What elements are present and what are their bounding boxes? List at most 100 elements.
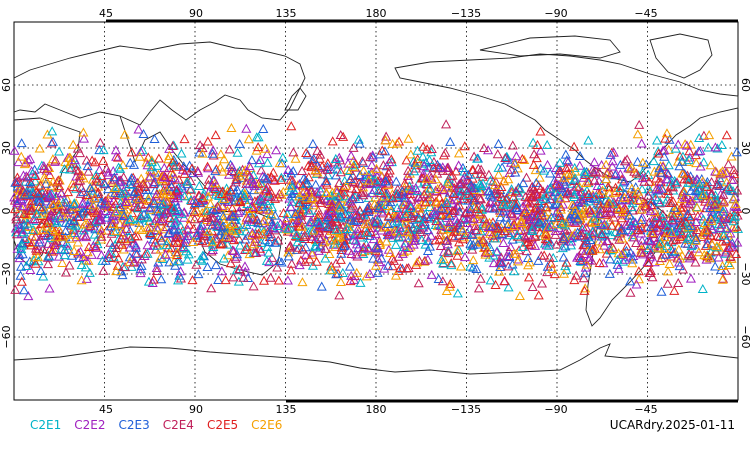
observation-marker: [446, 258, 457, 268]
observation-marker: [635, 247, 646, 257]
observation-marker: [520, 231, 531, 241]
observation-marker: [697, 283, 708, 294]
top-lon-label: −135: [451, 7, 481, 20]
observation-marker: [448, 188, 459, 199]
observation-marker: [434, 229, 446, 240]
observation-marker: [458, 174, 469, 184]
observation-marker: [617, 248, 628, 259]
observation-marker: [523, 260, 534, 270]
observation-marker: [698, 130, 709, 140]
observation-marker: [426, 147, 437, 157]
observation-marker: [523, 272, 535, 282]
observation-marker: [334, 178, 345, 188]
observation-marker: [264, 257, 275, 267]
observation-marker: [610, 182, 621, 192]
right-lat-label: 0: [739, 208, 750, 215]
observation-marker: [636, 214, 647, 224]
observation-marker: [304, 254, 315, 264]
observation-marker: [23, 196, 34, 206]
observation-marker: [66, 250, 77, 260]
observation-marker: [207, 148, 218, 158]
observation-marker: [711, 231, 723, 241]
observation-marker: [472, 239, 483, 249]
observation-marker: [252, 223, 263, 233]
observation-marker: [707, 188, 718, 198]
observation-marker: [208, 204, 219, 214]
observation-marker: [72, 237, 83, 247]
observation-marker: [367, 150, 378, 160]
observation-marker: [616, 225, 627, 235]
observation-marker: [214, 190, 225, 200]
observation-marker: [498, 199, 509, 209]
observation-marker: [542, 267, 553, 277]
observation-marker: [512, 230, 523, 240]
observation-marker: [447, 181, 458, 191]
observation-marker: [9, 192, 20, 202]
observation-marker: [320, 253, 331, 263]
greenland-outline: [649, 33, 713, 79]
observation-marker: [47, 136, 59, 146]
observation-marker: [673, 277, 684, 288]
observation-marker: [416, 173, 427, 183]
observation-marker: [94, 164, 105, 174]
observation-marker: [566, 168, 577, 178]
observation-marker: [42, 259, 54, 269]
observation-marker: [156, 173, 167, 183]
observation-marker: [160, 249, 171, 259]
observation-marker: [632, 129, 643, 139]
observation-marker: [512, 163, 523, 173]
observation-marker: [30, 258, 41, 268]
observation-marker: [284, 222, 296, 232]
observation-marker: [706, 177, 717, 187]
observation-marker: [381, 131, 392, 141]
observation-marker: [118, 172, 129, 182]
observation-marker: [111, 181, 122, 191]
observation-marker: [249, 181, 260, 191]
observation-marker: [257, 171, 268, 181]
observation-marker: [38, 160, 49, 171]
observation-marker: [110, 187, 121, 197]
observation-marker: [420, 197, 431, 207]
observation-marker: [110, 145, 121, 155]
observation-marker: [54, 146, 65, 156]
observation-marker: [465, 238, 476, 248]
observation-marker: [668, 210, 679, 220]
observation-marker: [357, 243, 368, 253]
observation-marker: [637, 173, 648, 183]
observation-marker: [444, 221, 455, 231]
observation-marker: [59, 245, 70, 255]
observation-marker: [447, 231, 458, 241]
observation-marker: [414, 255, 425, 265]
observation-marker: [327, 219, 338, 230]
observation-marker: [547, 263, 558, 274]
observation-marker: [76, 183, 87, 193]
observation-marker: [256, 180, 267, 190]
observation-marker: [659, 243, 670, 254]
observation-marker: [682, 156, 693, 166]
observation-marker: [666, 227, 677, 237]
observation-marker: [224, 144, 235, 154]
observation-marker: [22, 172, 33, 182]
observation-marker: [381, 236, 392, 246]
observation-marker: [688, 222, 699, 232]
observation-marker: [109, 172, 120, 182]
observation-marker: [662, 278, 673, 288]
observation-marker: [338, 182, 350, 192]
observation-marker: [41, 217, 52, 228]
observation-marker: [501, 212, 512, 222]
observation-marker: [322, 221, 334, 231]
observation-marker: [626, 183, 637, 193]
observation-marker: [401, 208, 412, 218]
observation-marker: [118, 244, 129, 254]
observation-marker: [695, 145, 706, 155]
observation-marker: [120, 187, 131, 197]
observation-marker: [414, 214, 425, 224]
observation-marker: [409, 166, 420, 176]
observation-marker: [459, 141, 470, 151]
observation-marker: [16, 229, 27, 239]
observation-marker: [715, 168, 726, 178]
observation-marker: [201, 210, 212, 220]
observation-marker: [364, 268, 375, 278]
observation-marker: [731, 221, 742, 231]
observation-marker: [685, 231, 696, 241]
